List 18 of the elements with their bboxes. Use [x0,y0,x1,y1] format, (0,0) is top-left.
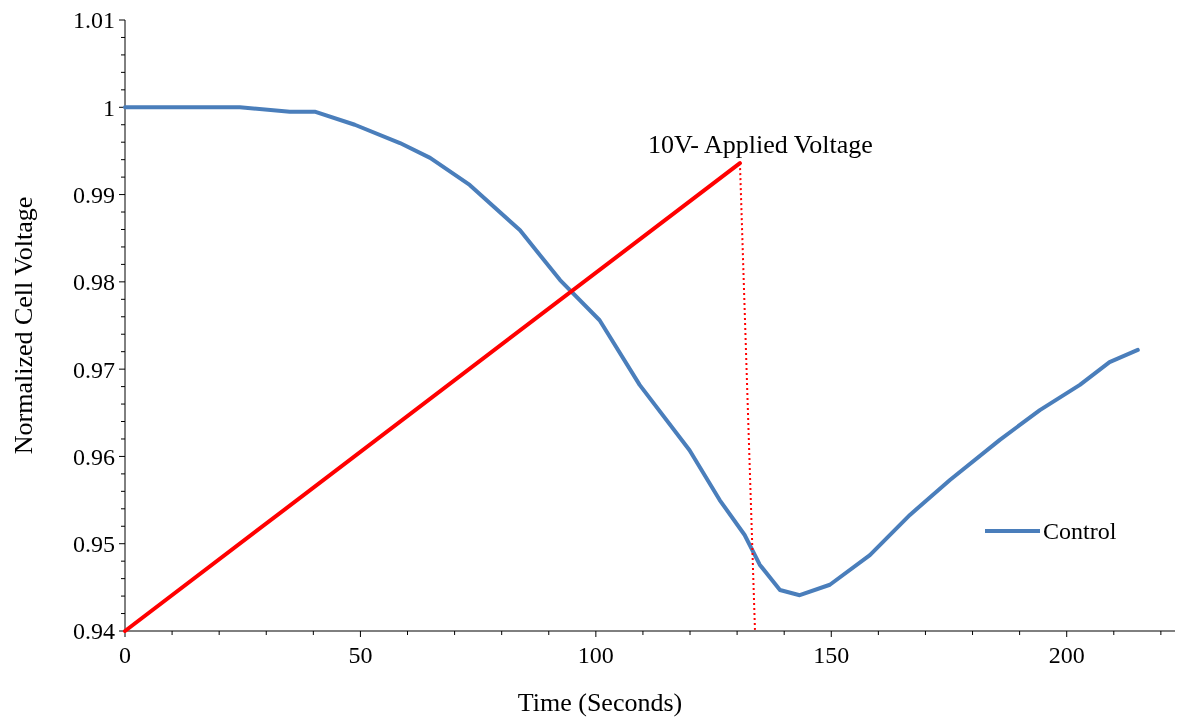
x-tick-label: 200 [1048,642,1085,668]
y-tick-label: 1 [103,94,115,121]
x-tick-label: 50 [348,642,373,668]
y-tick-label: 0.95 [73,531,115,558]
y-tick-label: 0.99 [73,181,115,208]
x-tick-label: 150 [813,642,850,668]
y-tick-label: 0.98 [73,269,115,296]
y-tick-label: 0.96 [73,443,115,470]
y-tick-label: 1.01 [73,7,115,34]
y-tick-label: 0.97 [73,356,115,383]
annotation: 10V- Applied Voltage [647,130,873,160]
legend-label: Control [1043,518,1117,545]
y-tick-label: 0.94 [73,618,115,645]
x-tick-label: 0 [119,642,131,668]
x-tick-label: 100 [577,642,614,668]
y-axis-title: Normalized Cell Voltage [9,196,38,455]
line-series [123,105,1140,598]
x-axis-title: Time (Seconds) [517,688,683,717]
